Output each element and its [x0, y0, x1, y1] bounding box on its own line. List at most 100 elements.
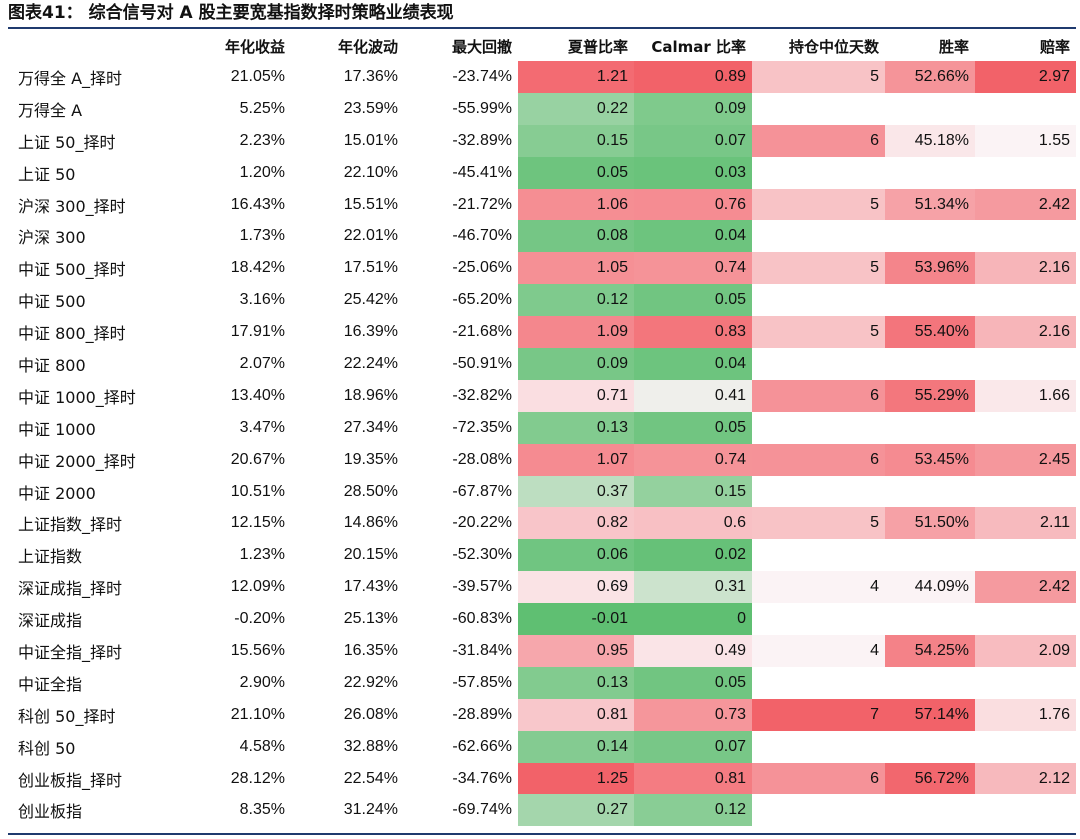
row-label: 中证全指: [18, 674, 83, 694]
cell-max-drawdown: -52.30%: [452, 546, 512, 564]
cell-odds: 2.45: [975, 443, 1076, 476]
cell-annual-volatility: 22.10%: [343, 163, 398, 181]
header-row: 年化收益 年化波动 最大回撤 夏普比率 Calmar 比率 持仓中位天数 胜率 …: [8, 31, 1076, 61]
cell-calmar: 0.49: [634, 635, 752, 667]
cell-median-holding-days: [752, 794, 885, 826]
cell-median-holding-days: [752, 93, 885, 125]
cell-calmar: 0.05: [634, 411, 752, 444]
cell-max-drawdown: -72.35%: [452, 418, 512, 436]
cell-sharpe: -0.01: [518, 603, 634, 636]
cell-odds: [975, 412, 1076, 444]
cell-max-drawdown: -31.84%: [452, 641, 512, 659]
cell-calmar: 0.03: [634, 156, 752, 189]
cell-median-holding-days: [752, 603, 885, 635]
cell-odds: [975, 220, 1076, 252]
cell-sharpe: 1.07: [518, 443, 634, 476]
table-row: 上证 50 1.20% 22.10% -45.41% 0.05 0.03: [8, 156, 1076, 189]
table-row: 上证指数_择时 12.15% 14.86% -20.22% 0.82 0.6 5 51.50%…: [8, 507, 1076, 540]
cell-max-drawdown: -55.99%: [452, 99, 512, 117]
cell-max-drawdown: -39.57%: [452, 578, 512, 596]
cell-median-holding-days: 6: [752, 124, 885, 157]
cell-annual-volatility: 32.88%: [343, 737, 398, 755]
row-label: 上证 50_择时: [18, 132, 116, 152]
cell-max-drawdown: -34.76%: [452, 769, 512, 787]
figure-title: 图表41： 综合信号对 A 股主要宽基指数择时策略业绩表现: [8, 3, 454, 23]
cell-max-drawdown: -65.20%: [452, 291, 512, 309]
cell-sharpe: 1.25: [518, 762, 634, 795]
cell-odds: [975, 476, 1076, 508]
row-label: 深证成指_择时: [18, 579, 123, 599]
cell-sharpe: 0.09: [518, 348, 634, 380]
cell-median-holding-days: [752, 284, 885, 316]
header-max-drawdown: 最大回撤: [451, 37, 512, 56]
cell-sharpe: 0.82: [518, 507, 634, 540]
cell-win-rate: [885, 157, 975, 189]
cell-annual-volatility: 14.86%: [343, 514, 398, 532]
table-row: 万得全 A 5.25% 23.59% -55.99% 0.22 0.09: [8, 92, 1076, 125]
cell-max-drawdown: -25.06%: [452, 259, 512, 277]
cell-annual-volatility: 31.24%: [343, 801, 398, 819]
cell-odds: [975, 794, 1076, 826]
cell-median-holding-days: [752, 348, 885, 380]
row-label: 科创 50_择时: [18, 706, 116, 726]
cell-calmar: 0.73: [634, 698, 752, 731]
cell-calmar: 0.12: [634, 794, 752, 827]
cell-median-holding-days: 7: [752, 698, 885, 731]
cell-odds: [975, 348, 1076, 380]
cell-annual-volatility: 28.50%: [343, 482, 398, 500]
table-row: 科创 50_择时 21.10% 26.08% -28.89% 0.81 0.73 7 57.1…: [8, 698, 1076, 731]
table-row: 中证 2000_择时 20.67% 19.35% -28.08% 1.07 0.74 6 53…: [8, 443, 1076, 476]
cell-max-drawdown: -69.74%: [452, 801, 512, 819]
table-row: 中证全指_择时 15.56% 16.35% -31.84% 0.95 0.49 4 54.25…: [8, 635, 1076, 667]
cell-sharpe: 0.15: [518, 124, 634, 157]
cell-annual-return: 3.47%: [239, 418, 285, 436]
cell-calmar: 0.74: [634, 443, 752, 476]
cell-win-rate: [885, 603, 975, 635]
top-rule: [8, 27, 1076, 29]
cell-odds: 2.42: [975, 571, 1076, 604]
cell-sharpe: 0.37: [518, 475, 634, 508]
bottom-rule: [8, 833, 1076, 835]
table-row: 创业板指 8.35% 31.24% -69.74% 0.27 0.12: [8, 794, 1076, 827]
cell-win-rate: 51.50%: [885, 507, 975, 540]
row-label: 中证 500: [18, 292, 86, 312]
cell-annual-return: 10.51%: [230, 482, 285, 500]
cell-win-rate: 51.34%: [885, 188, 975, 221]
cell-annual-return: 17.91%: [230, 323, 285, 341]
cell-max-drawdown: -20.22%: [452, 514, 512, 532]
cell-annual-return: 20.67%: [230, 450, 285, 468]
cell-annual-return: -0.20%: [234, 610, 285, 628]
cell-odds: [975, 157, 1076, 189]
cell-calmar: 0.07: [634, 124, 752, 157]
cell-sharpe: 1.09: [518, 316, 634, 349]
table-row: 上证指数 1.23% 20.15% -52.30% 0.06 0.02: [8, 539, 1076, 572]
cell-calmar: 0.76: [634, 188, 752, 221]
table-row: 中证 800 2.07% 22.24% -50.91% 0.09 0.04: [8, 348, 1076, 380]
cell-sharpe: 0.13: [518, 411, 634, 444]
table-row: 深证成指_择时 12.09% 17.43% -39.57% 0.69 0.31 4 44.09…: [8, 571, 1076, 604]
cell-annual-volatility: 15.51%: [343, 195, 398, 213]
cell-median-holding-days: 5: [752, 252, 885, 285]
row-label: 上证 50: [18, 164, 76, 184]
cell-median-holding-days: 4: [752, 635, 885, 667]
table-row: 沪深 300 1.73% 22.01% -46.70% 0.08 0.04: [8, 220, 1076, 253]
cell-win-rate: [885, 412, 975, 444]
header-annual-return: 年化收益: [224, 37, 285, 56]
cell-sharpe: 0.05: [518, 156, 634, 189]
performance-table: 年化收益 年化波动 最大回撤 夏普比率 Calmar 比率 持仓中位天数 胜率 …: [8, 31, 1076, 827]
cell-odds: 2.16: [975, 316, 1076, 349]
cell-median-holding-days: [752, 220, 885, 252]
cell-odds: 2.42: [975, 188, 1076, 221]
cell-annual-volatility: 15.01%: [343, 131, 398, 149]
cell-annual-volatility: 19.35%: [343, 450, 398, 468]
cell-max-drawdown: -28.08%: [452, 450, 512, 468]
cell-win-rate: [885, 794, 975, 826]
cell-sharpe: 0.12: [518, 284, 634, 317]
cell-win-rate: 57.14%: [885, 698, 975, 731]
cell-max-drawdown: -57.85%: [452, 673, 512, 691]
cell-annual-volatility: 22.92%: [343, 673, 398, 691]
cell-calmar: 0.07: [634, 730, 752, 763]
row-label: 万得全 A: [18, 100, 83, 120]
cell-sharpe: 0.69: [518, 571, 634, 604]
header-calmar: Calmar 比率: [651, 37, 746, 56]
